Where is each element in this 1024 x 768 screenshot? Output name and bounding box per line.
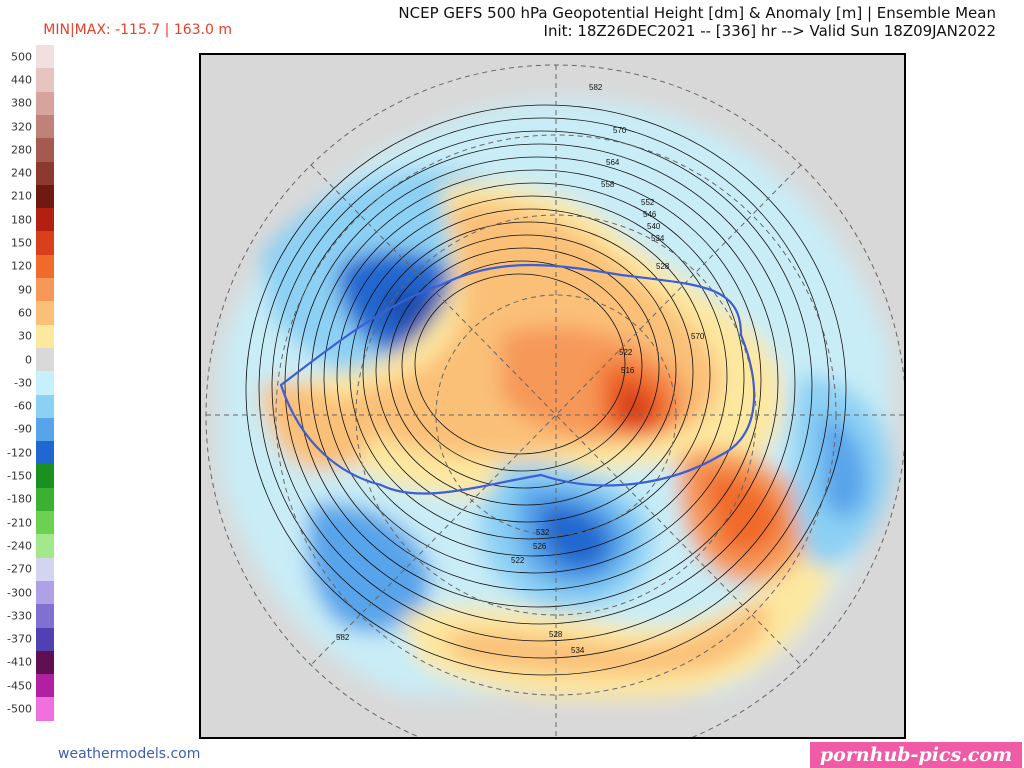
legend-label: -330 (7, 609, 32, 623)
contour-label: 570 (613, 126, 627, 135)
legend-label: 30 (18, 329, 32, 343)
legend-swatch (36, 91, 54, 116)
legend-label: -90 (14, 422, 32, 436)
contour-label: 522 (619, 348, 633, 357)
legend-swatch (36, 674, 54, 698)
legend-swatch (36, 464, 54, 489)
legend-swatch (36, 324, 54, 349)
legend-label: 280 (11, 143, 32, 157)
header: NCEP GEFS 500 hPa Geopotential Height [d… (0, 0, 1024, 48)
contour-label: 528 (549, 630, 563, 639)
legend-label: -500 (7, 702, 32, 716)
legend-label: -150 (7, 469, 32, 483)
watermark-banner: pornhub-pics.com (810, 742, 1022, 768)
legend-swatch (36, 278, 54, 302)
legend-swatch (36, 301, 54, 326)
contour-labels: 582 570 564 558 552 546 540 534 528 522 … (336, 83, 705, 655)
legend-swatch (36, 394, 54, 419)
legend-swatch (36, 184, 54, 209)
legend-label: 90 (18, 283, 32, 297)
legend-swatch (36, 417, 54, 442)
legend-label: -270 (7, 562, 32, 576)
legend-label: 120 (11, 259, 32, 273)
contour-label: 564 (606, 158, 620, 167)
legend-swatch (36, 511, 54, 535)
contour-label: 534 (571, 646, 585, 655)
legend-label: -450 (7, 679, 32, 693)
legend-swatch (36, 161, 54, 186)
contour-label: 532 (536, 528, 550, 537)
legend-label: -60 (14, 399, 32, 413)
legend-swatch (36, 697, 54, 722)
legend-swatch (36, 138, 54, 162)
legend-label: -410 (7, 655, 32, 669)
legend-label: 150 (11, 236, 32, 250)
legend-swatch (36, 114, 54, 139)
highlight-contour (279, 263, 756, 495)
legend-label: -300 (7, 586, 32, 600)
legend-swatch (36, 487, 54, 512)
height-contours (245, 104, 847, 676)
legend-swatch (36, 627, 54, 652)
contour-label: 522 (511, 556, 525, 565)
legend-label: 500 (11, 50, 32, 64)
legend-swatch (36, 231, 54, 256)
legend-swatch (36, 534, 54, 559)
legend-label: 440 (11, 73, 32, 87)
legend-label: 380 (11, 96, 32, 110)
legend-label: -370 (7, 632, 32, 646)
legend-label: 60 (18, 306, 32, 320)
graticule (205, 64, 904, 737)
contour-label: 516 (621, 366, 635, 375)
legend-label: -120 (7, 446, 32, 460)
legend-swatch (36, 208, 54, 232)
polar-stereographic-map: 582 570 564 558 552 546 540 534 528 522 … (201, 55, 904, 737)
legend-label: -210 (7, 516, 32, 530)
map-title: NCEP GEFS 500 hPa Geopotential Height [d… (398, 4, 996, 22)
contour-label: 534 (651, 234, 665, 243)
legend-swatch (36, 68, 54, 93)
contour-label: 582 (589, 83, 603, 92)
legend-swatch (36, 254, 54, 279)
legend-swatch (36, 441, 54, 465)
legend-swatch (36, 557, 54, 582)
legend-swatch (36, 45, 54, 69)
legend-label: -240 (7, 539, 32, 553)
anomaly-color-legend: 500 440 380 320 280 240 210 180 150 120 90 60 30 0 -30… (7, 45, 54, 722)
contour-label: 558 (601, 180, 615, 189)
legend-swatch (36, 347, 54, 372)
legend-swatch (36, 371, 54, 395)
min-max-readout: MIN|MAX: -115.7 | 163.0 m (43, 22, 232, 38)
legend-label: 320 (11, 120, 32, 134)
contour-label: 528 (656, 262, 670, 271)
contour-label: 546 (643, 210, 657, 219)
contour-label: 526 (533, 542, 547, 551)
legend-swatch (36, 580, 54, 605)
contour-label: 552 (641, 198, 655, 207)
map-panel: 582 570 564 558 552 546 540 534 528 522 … (199, 53, 906, 739)
legend-label: 180 (11, 213, 32, 227)
legend-swatch (36, 604, 54, 628)
legend-label: 210 (11, 189, 32, 203)
contour-label: 570 (691, 332, 705, 341)
site-credit: weathermodels.com (58, 746, 201, 762)
anomaly-shading (206, 65, 904, 737)
contour-label: 582 (336, 633, 350, 642)
legend-label: -30 (14, 376, 32, 390)
legend-label: 0 (25, 353, 32, 367)
map-subtitle: Init: 18Z26DEC2021 -- [336] hr --> Valid… (543, 22, 996, 40)
legend-label: -180 (7, 492, 32, 506)
legend-label: 240 (11, 166, 32, 180)
legend-swatch (36, 650, 54, 675)
contour-label: 540 (647, 222, 661, 231)
